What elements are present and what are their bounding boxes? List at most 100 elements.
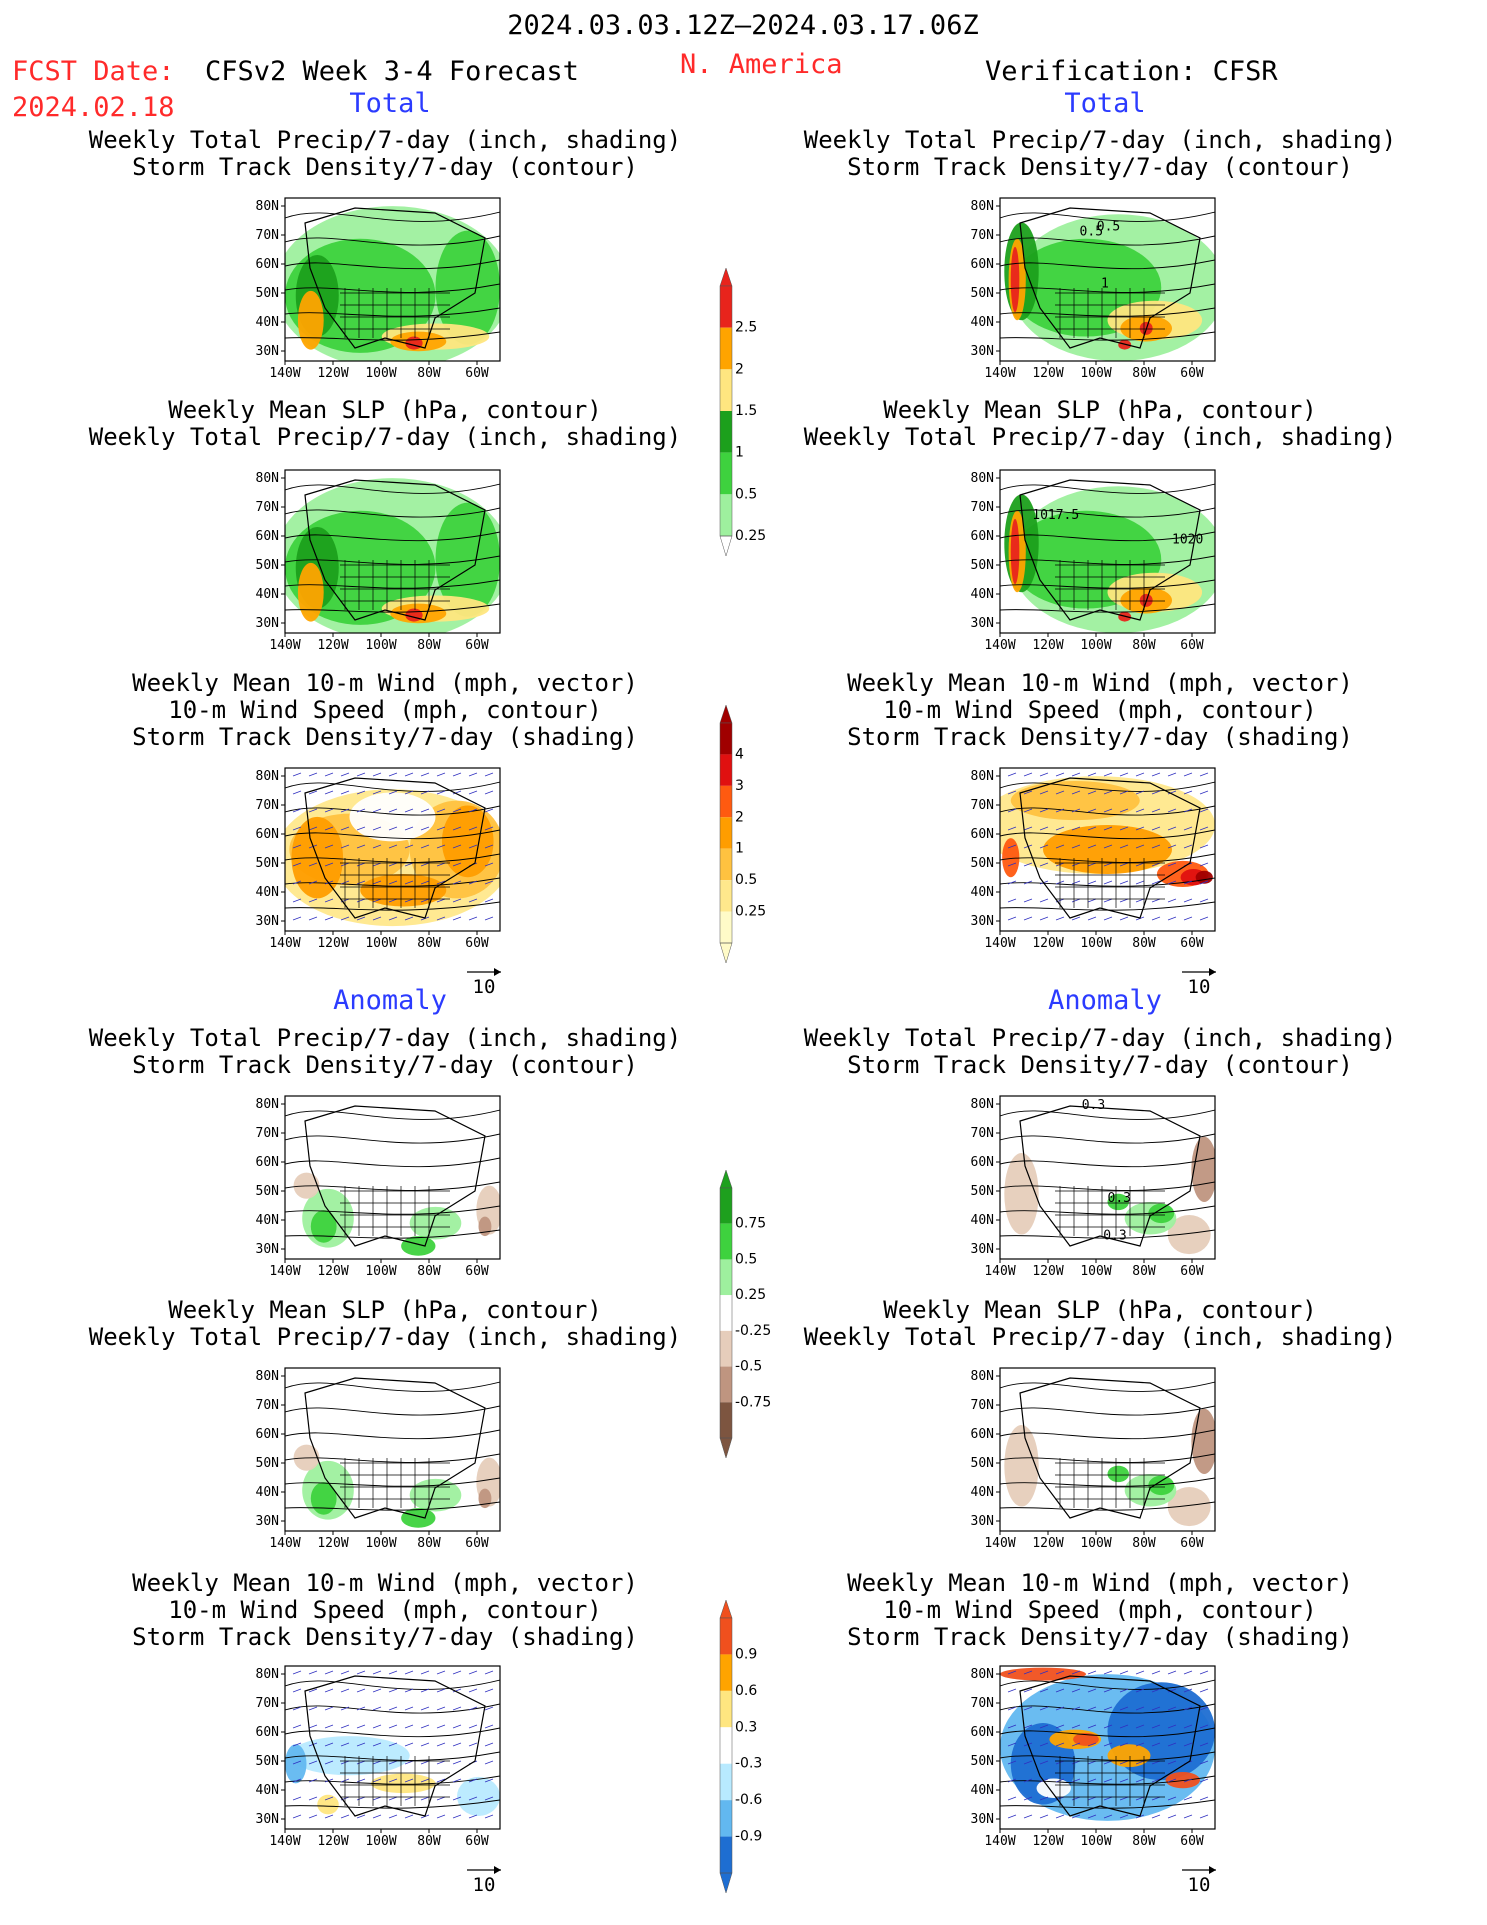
panel-title: Weekly Total Precip/7-day (inch, shading… [803, 126, 1397, 181]
shading-region [405, 608, 423, 622]
vector-reference-arrow: 10 [1182, 1866, 1216, 1894]
wind-vector [484, 1796, 494, 1801]
wind-vector [292, 1724, 302, 1729]
lat-label: 70N [256, 228, 279, 243]
colorbar-label: 2 [735, 809, 744, 825]
wind-vector [1135, 1688, 1145, 1693]
wind-vector [1119, 1742, 1129, 1747]
wind-vector [1119, 1670, 1129, 1675]
contour-label: 0.5 [1080, 224, 1103, 239]
wind-vector [420, 862, 430, 867]
shading-region [1167, 1214, 1211, 1255]
wind-vector [1023, 916, 1033, 921]
lat-label: 40N [256, 1783, 279, 1798]
lon-label: 120W [317, 936, 348, 951]
wind-vector [1119, 1796, 1129, 1801]
wind-vector [1199, 1742, 1209, 1747]
wind-vector [1087, 1814, 1097, 1819]
wind-vector [1039, 1670, 1049, 1675]
wind-vector [420, 898, 430, 903]
wind-vector [1167, 1742, 1177, 1747]
wind-vector [1167, 1724, 1177, 1729]
wind-vector [1151, 1706, 1161, 1711]
wind-vector [1103, 808, 1113, 813]
wind-vector [484, 862, 494, 867]
wind-vector [324, 898, 334, 903]
lat-label: 80N [256, 1097, 279, 1112]
shading-region [405, 336, 423, 350]
colorbar-label: 0.6 [735, 1683, 757, 1699]
wind-vector [356, 916, 366, 921]
wind-vector [452, 790, 462, 795]
shading-region [1167, 1486, 1211, 1527]
colorbar-label: -0.9 [735, 1829, 762, 1845]
wind-vector [452, 1760, 462, 1765]
wind-vector [308, 772, 318, 777]
shading-region [1191, 1408, 1215, 1474]
wind-vector [1103, 826, 1113, 831]
contour-line [1000, 307, 1215, 317]
wind-vector [1183, 1670, 1193, 1675]
wind-vector [388, 1814, 398, 1819]
wind-vector [436, 1760, 446, 1765]
wind-vector [1023, 1778, 1033, 1783]
wind-vector [1007, 898, 1017, 903]
wind-vector [1167, 772, 1177, 777]
wind-vector [468, 772, 478, 777]
wind-vector [356, 1796, 366, 1801]
lon-label: 60W [1180, 1834, 1204, 1849]
map-fcst-total-precip-storm: 80N 70N 60N 50N 40N 30N 140W 120W 100W 80W 60W [256, 197, 501, 381]
colorbar-label: -0.75 [735, 1394, 771, 1410]
wind-vector [1007, 1670, 1017, 1675]
wind-vector [1103, 880, 1113, 885]
contour-label: 1020 [1172, 532, 1203, 547]
wind-vector [356, 808, 366, 813]
lon-label: 100W [1080, 1264, 1111, 1279]
shading-region [310, 1482, 337, 1515]
wind-vector [292, 916, 302, 921]
wind-vector [436, 1688, 446, 1693]
wind-vector [372, 1814, 382, 1819]
wind-vector [308, 862, 318, 867]
contour-line [285, 1775, 500, 1785]
lon-label: 100W [365, 366, 396, 381]
contour-line [1000, 235, 1215, 246]
wind-vector [404, 1760, 414, 1765]
lon-label: 140W [269, 1536, 300, 1551]
wind-vector [1167, 808, 1177, 813]
wind-vector [1103, 844, 1113, 849]
wind-vector [308, 916, 318, 921]
wind-vector [420, 808, 430, 813]
wind-vector [404, 826, 414, 831]
wind-vector [1167, 1706, 1177, 1711]
colorbar-segment [720, 1654, 732, 1691]
wind-vector [404, 1796, 414, 1801]
wind-vector [1039, 862, 1049, 867]
wind-vector [1151, 1670, 1161, 1675]
wind-vector [1055, 916, 1065, 921]
contour-line [285, 1181, 500, 1191]
wind-vector [1135, 1760, 1145, 1765]
wind-vector [436, 844, 446, 849]
lon-label: 60W [1180, 638, 1204, 653]
coastline [1019, 479, 1201, 621]
svg-text:10: 10 [1188, 976, 1211, 996]
wind-vector [356, 790, 366, 795]
wind-vector [1199, 880, 1209, 885]
wind-vector [1183, 826, 1193, 831]
wind-vector [452, 1778, 462, 1783]
lon-label: 140W [984, 638, 1015, 653]
lat-label: 80N [971, 1097, 994, 1112]
coastline [1019, 1105, 1201, 1247]
colorbar-segment [720, 1763, 732, 1801]
wind-vector [1135, 772, 1145, 777]
wind-vector [1087, 1724, 1097, 1729]
shading-region [317, 1794, 339, 1815]
wind-vector [388, 1706, 398, 1711]
wind-vector [404, 898, 414, 903]
wind-vector [340, 790, 350, 795]
lat-label: 80N [256, 471, 279, 486]
contour-line [285, 1133, 500, 1144]
wind-vector [356, 1760, 366, 1765]
wind-vector [1007, 790, 1017, 795]
